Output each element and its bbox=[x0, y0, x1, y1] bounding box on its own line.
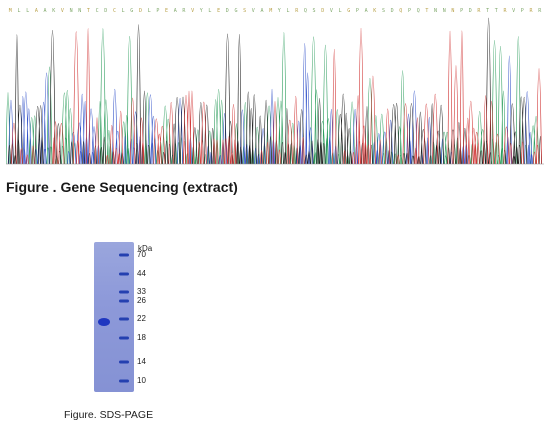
trace-t bbox=[11, 27, 542, 165]
base-call-letter: V bbox=[330, 8, 333, 14]
base-call-letter: D bbox=[104, 8, 107, 14]
sds-page-caption: Figure. SDS-PAGE bbox=[64, 409, 154, 421]
base-call-letter: D bbox=[139, 8, 142, 14]
base-call-letter: Q bbox=[304, 8, 307, 14]
base-call-letter: E bbox=[217, 8, 220, 14]
base-call-letter: L bbox=[122, 8, 125, 14]
ladder-band bbox=[119, 317, 129, 321]
sample-band bbox=[98, 318, 110, 326]
base-call-letter: V bbox=[252, 8, 255, 14]
base-call-letter: S bbox=[243, 8, 246, 14]
ladder-band bbox=[119, 379, 129, 383]
base-call-letter: R bbox=[529, 8, 533, 14]
base-call-letter: V bbox=[61, 8, 64, 14]
base-call-letter: S bbox=[382, 8, 385, 14]
mw-label: 26 bbox=[137, 296, 146, 305]
base-call-letter: G bbox=[234, 8, 237, 14]
mw-label: 14 bbox=[137, 357, 146, 366]
base-call-letter: Q bbox=[399, 8, 402, 14]
base-call-letter: D bbox=[321, 8, 324, 14]
base-call-letter: N bbox=[443, 8, 446, 14]
base-call-letter: L bbox=[286, 8, 289, 14]
base-call-letter: A bbox=[365, 8, 368, 14]
base-call-letter: T bbox=[87, 8, 90, 14]
base-call-letter: N bbox=[451, 8, 454, 14]
base-call-letter: L bbox=[148, 8, 151, 14]
base-call-letter: R bbox=[503, 8, 507, 14]
base-call-letter: P bbox=[356, 8, 359, 14]
mw-label: 44 bbox=[137, 269, 146, 278]
base-call-letter: C bbox=[113, 8, 116, 14]
ladder-band bbox=[119, 360, 129, 364]
ladder-band bbox=[119, 336, 129, 340]
base-call-letter: D bbox=[469, 8, 472, 14]
base-call-letter: Y bbox=[278, 8, 281, 14]
ladder-band bbox=[119, 290, 129, 294]
base-call-letter: N bbox=[434, 8, 437, 14]
kda-unit-label: kDa bbox=[138, 244, 153, 253]
base-call-letter: G bbox=[347, 8, 350, 14]
mw-label: 22 bbox=[137, 314, 146, 323]
base-call-letter: P bbox=[408, 8, 411, 14]
base-call-letter: A bbox=[35, 8, 38, 14]
base-call-letter: P bbox=[156, 8, 159, 14]
base-call-letter: K bbox=[52, 8, 55, 14]
base-call-letter: R bbox=[477, 8, 481, 14]
base-call-letter: L bbox=[26, 8, 29, 14]
mw-label: 18 bbox=[137, 333, 146, 342]
base-call-letter: L bbox=[339, 8, 342, 14]
base-call-letter: Q bbox=[417, 8, 420, 14]
base-call-letter: D bbox=[391, 8, 394, 14]
base-call-letter: T bbox=[495, 8, 498, 14]
base-call-letter: R bbox=[182, 8, 186, 14]
base-call-letter: A bbox=[43, 8, 46, 14]
trace-peaks bbox=[6, 17, 542, 165]
base-call-letter: A bbox=[174, 8, 177, 14]
base-call-letter: P bbox=[521, 8, 524, 14]
base-call-letter: A bbox=[260, 8, 263, 14]
ladder-band bbox=[119, 299, 129, 303]
base-call-letter: Y bbox=[200, 8, 203, 14]
base-call-letter: L bbox=[208, 8, 211, 14]
base-call-letter: C bbox=[96, 8, 99, 14]
base-call-letter: N bbox=[70, 8, 73, 14]
base-call-letter: L bbox=[17, 8, 20, 14]
base-call-letter: R bbox=[295, 8, 299, 14]
base-call-letter: G bbox=[130, 8, 133, 14]
mw-label: 33 bbox=[137, 287, 146, 296]
base-call-letter: K bbox=[373, 8, 376, 14]
base-call-letter: V bbox=[512, 8, 515, 14]
base-call-letter: M bbox=[9, 8, 12, 14]
ladder-band bbox=[119, 253, 129, 257]
base-call-letter: V bbox=[191, 8, 194, 14]
base-call-letter: D bbox=[226, 8, 229, 14]
base-call-letter: T bbox=[486, 8, 489, 14]
base-call-letter: M bbox=[269, 8, 272, 14]
base-call-letter: T bbox=[425, 8, 428, 14]
mw-label: 70 bbox=[137, 250, 146, 259]
base-call-letter: E bbox=[165, 8, 168, 14]
base-call-letter: S bbox=[312, 8, 315, 14]
base-call-letter: R bbox=[538, 8, 542, 14]
base-call-letter: N bbox=[78, 8, 81, 14]
gene-sequencing-caption: Figure . Gene Sequencing (extract) bbox=[6, 179, 238, 195]
ladder-band bbox=[119, 272, 129, 276]
mw-label: 10 bbox=[137, 376, 146, 385]
sds-page-gel-lane bbox=[94, 242, 134, 392]
base-call-letter: P bbox=[460, 8, 463, 14]
